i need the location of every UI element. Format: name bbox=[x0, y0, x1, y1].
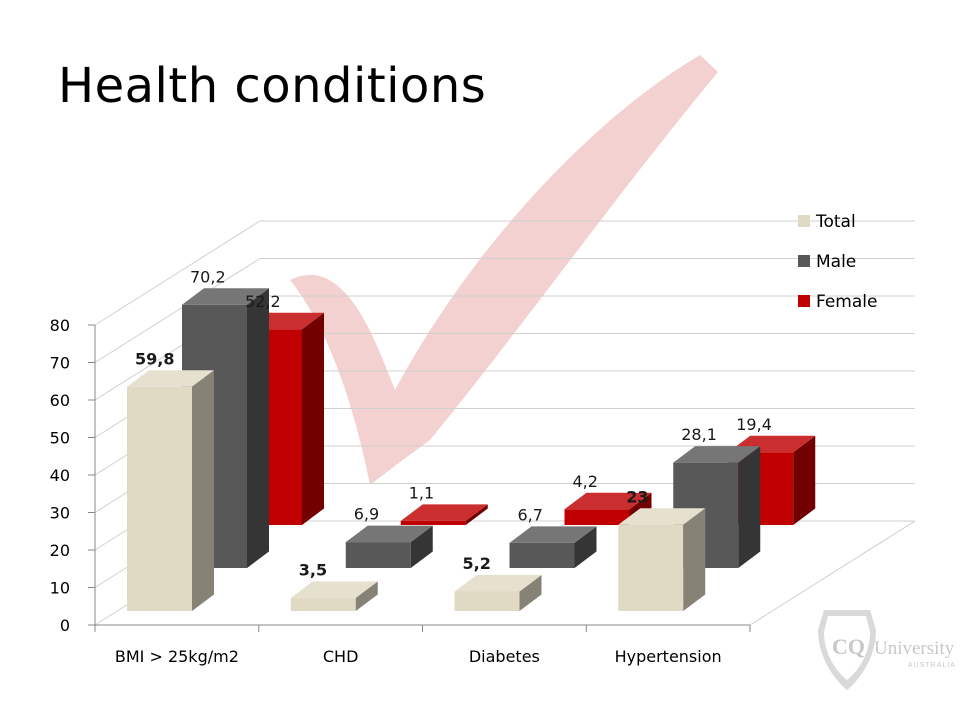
bar-side-face bbox=[793, 435, 816, 525]
bar-front-face bbox=[400, 520, 466, 525]
bar-side-face bbox=[355, 581, 378, 611]
x-tick-label: Hypertension bbox=[615, 647, 722, 666]
bar-top-face bbox=[618, 508, 706, 525]
legend-label: Female bbox=[816, 292, 877, 312]
gridline bbox=[94, 258, 915, 363]
bar-top-face bbox=[182, 288, 269, 305]
bar-top-face bbox=[345, 525, 433, 543]
cquniversity-logo-icon: CQ University AUSTRALIA bbox=[818, 610, 956, 690]
legend-swatch bbox=[798, 255, 810, 267]
y-tick-label: 30 bbox=[50, 504, 70, 523]
bar-total bbox=[290, 581, 378, 611]
bar-top-face bbox=[454, 575, 542, 592]
data-label: 23 bbox=[626, 487, 648, 506]
legend-swatch bbox=[798, 295, 810, 307]
x-tick-label: BMI > 25kg/m2 bbox=[115, 647, 239, 666]
data-label: 3,5 bbox=[299, 560, 327, 579]
svg-text:AUSTRALIA: AUSTRALIA bbox=[908, 662, 956, 669]
bar-male bbox=[345, 525, 433, 568]
bar-side-face bbox=[247, 288, 269, 568]
data-label: 19,4 bbox=[736, 415, 772, 434]
bar-top-face bbox=[564, 492, 652, 510]
slide-title: Health conditions bbox=[58, 58, 487, 114]
bar-top-face bbox=[127, 370, 214, 387]
legend-swatch bbox=[798, 215, 810, 227]
y-tick-label: 20 bbox=[50, 541, 70, 560]
floor-edge bbox=[749, 520, 916, 626]
bar-total bbox=[127, 370, 214, 611]
bar-total bbox=[454, 575, 542, 611]
y-tick-label: 0 bbox=[60, 616, 70, 635]
bar-side-face bbox=[410, 525, 433, 568]
bar-side-face bbox=[465, 504, 488, 525]
chart-legend: Total Male Female bbox=[798, 212, 877, 312]
legend-label: Male bbox=[816, 252, 856, 272]
bar-side-face bbox=[192, 370, 214, 611]
bar-total bbox=[618, 508, 706, 611]
bar-side-face bbox=[738, 446, 761, 568]
y-tick-label: 60 bbox=[50, 391, 70, 410]
checkmark-watermark-icon bbox=[290, 55, 718, 485]
y-tick-label: 40 bbox=[50, 466, 70, 485]
bar-top-face bbox=[290, 581, 378, 598]
bar-side-face bbox=[574, 526, 597, 568]
y-tick-label: 10 bbox=[50, 579, 70, 598]
y-tick-label: 50 bbox=[50, 429, 70, 448]
bar-side-face bbox=[519, 575, 542, 611]
bar-top-face bbox=[400, 504, 488, 521]
data-label: 4,2 bbox=[573, 472, 598, 491]
svg-text:CQ: CQ bbox=[832, 634, 865, 659]
data-label: 5,2 bbox=[463, 554, 491, 573]
data-label: 1,1 bbox=[409, 483, 434, 502]
bar-front-face bbox=[618, 524, 684, 611]
bar-front-face bbox=[127, 386, 192, 611]
data-label: 59,8 bbox=[135, 349, 174, 368]
data-label: 6,7 bbox=[518, 505, 543, 524]
chart-data-labels: 52,2 1,1 4,2 19,4 70,2 6,9 6,7 28,1 59,8 3,5 5,2 23 bbox=[135, 267, 772, 579]
data-label: 70,2 bbox=[190, 267, 226, 286]
bar-front-face bbox=[290, 597, 356, 611]
chart-axes: 0 10 20 30 40 50 60 70 80 BMI > 25kg/m2 CHD Diabete… bbox=[50, 316, 751, 666]
bar-front-face bbox=[509, 542, 575, 568]
x-tick-label: CHD bbox=[323, 647, 359, 666]
bar-front-face bbox=[564, 509, 630, 525]
bar-male bbox=[509, 526, 597, 568]
y-tick-label: 80 bbox=[50, 316, 70, 335]
bar-top-face bbox=[673, 446, 761, 463]
y-tick-label: 70 bbox=[50, 354, 70, 373]
chart-bars bbox=[127, 288, 816, 611]
data-label: 52,2 bbox=[245, 292, 281, 311]
gridline bbox=[94, 220, 915, 326]
legend-label: Total bbox=[815, 212, 856, 232]
x-tick-label: Diabetes bbox=[469, 647, 540, 666]
bar-side-face bbox=[683, 508, 706, 611]
bar-female bbox=[400, 504, 488, 525]
data-label: 6,9 bbox=[354, 505, 379, 524]
data-label: 28,1 bbox=[681, 425, 717, 444]
bar-side-face bbox=[302, 312, 324, 525]
svg-text:University: University bbox=[874, 638, 955, 659]
bar-top-face bbox=[509, 526, 597, 543]
bar-front-face bbox=[345, 542, 411, 568]
bar-front-face bbox=[454, 591, 520, 611]
